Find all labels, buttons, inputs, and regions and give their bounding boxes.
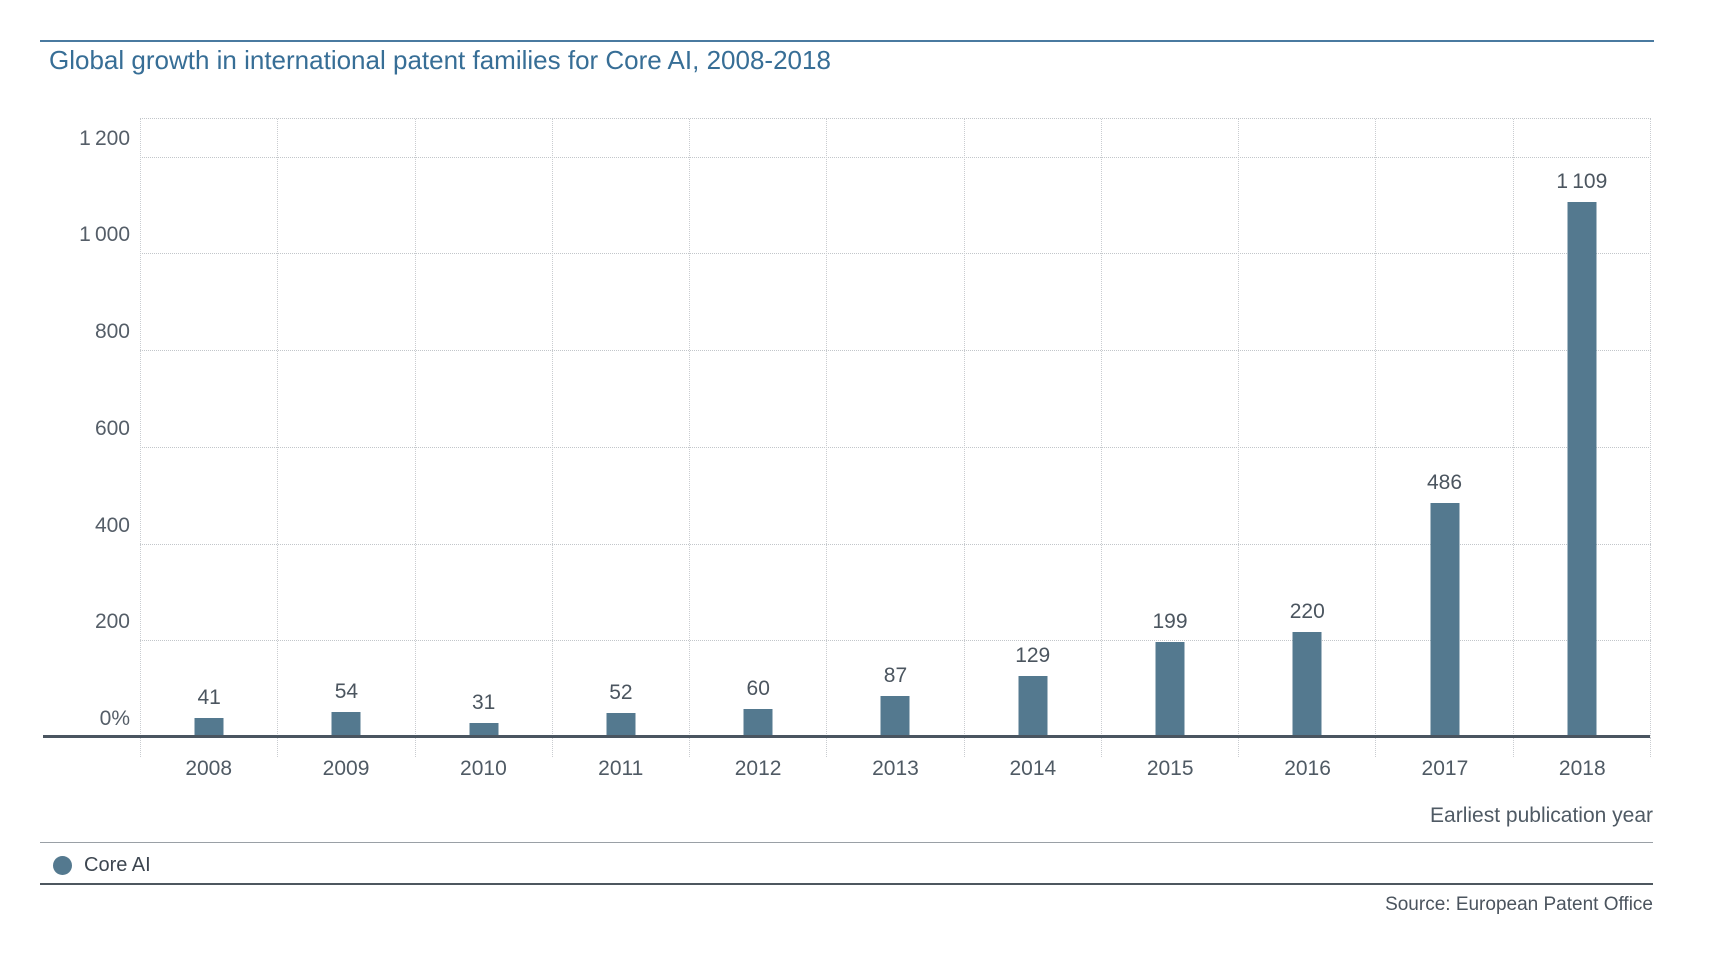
x-axis-label-2009: 2009: [322, 757, 370, 780]
x-tick-2009: [277, 738, 414, 757]
legend-divider-bottom: [40, 883, 1653, 885]
x-axis-line: [43, 735, 1650, 738]
x-axis-label-2016: 2016: [1284, 757, 1331, 780]
bar-2008: [194, 718, 224, 738]
x-tick-2015: [1100, 738, 1238, 757]
x-tick-2012: [689, 738, 826, 757]
column-2018: 1 109: [1512, 119, 1651, 738]
source-note: Source: European Patent Office: [1385, 894, 1653, 915]
column-2014: 129: [963, 119, 1101, 738]
chart-title: Global growth in international patent fa…: [49, 45, 831, 75]
x-tick-2013: [826, 738, 963, 757]
y-axis-label-1000: 1 000: [79, 223, 130, 247]
bar-2014: [1018, 675, 1048, 738]
bar-value-2016: 220: [1289, 599, 1325, 623]
legend-divider-top: [40, 842, 1653, 843]
bar-2011: [606, 712, 636, 738]
column-2017: 486: [1375, 119, 1512, 738]
legend-marker-core-ai: [53, 856, 72, 875]
x-tick-2017: [1375, 738, 1512, 757]
x-axis-title: Earliest publication year: [1430, 804, 1653, 827]
bar-value-2009: 54: [334, 679, 359, 703]
column-2011: 52: [551, 119, 689, 738]
x-axis-ticks: [140, 738, 1651, 757]
x-axis-label-2012: 2012: [734, 757, 782, 780]
y-gridline-600: [140, 446, 1651, 448]
x-tick-2018: [1512, 738, 1651, 757]
y-axis-label-600: 600: [94, 416, 130, 440]
x-axis-label-2011: 2011: [598, 757, 644, 780]
legend-label-core-ai: Core AI: [84, 854, 151, 876]
column-2013: 87: [826, 119, 963, 738]
y-axis-label-800: 800: [94, 320, 130, 344]
column-2008: 41: [140, 119, 277, 738]
bar-value-2011: 52: [609, 680, 633, 704]
x-axis-label-2014: 2014: [1009, 757, 1057, 780]
bar-2009: [331, 711, 361, 738]
plot-area: 41 54 31 52 60 87 129 199 220 486 1 109: [140, 118, 1651, 738]
x-tick-2008: [140, 738, 277, 757]
x-tick-2011: [551, 738, 689, 757]
column-2010: 31: [414, 119, 552, 738]
y-gridline-800: [140, 350, 1651, 352]
bar-value-2008: 41: [197, 686, 221, 710]
bar-value-2012: 60: [746, 676, 770, 700]
y-axis-label-400: 400: [94, 513, 130, 537]
bar-value-2018: 1 109: [1556, 169, 1608, 193]
y-axis-label-1200: 1 200: [79, 126, 130, 150]
bar-2013: [880, 695, 910, 738]
x-axis-label-2013: 2013: [872, 757, 919, 780]
bar-value-2015: 199: [1152, 609, 1188, 633]
x-axis-label-2010: 2010: [460, 757, 507, 780]
column-2012: 60: [689, 119, 826, 738]
x-axis-label-2008: 2008: [185, 757, 233, 780]
bar-2012: [743, 708, 773, 738]
bar-value-2014: 129: [1015, 643, 1051, 667]
column-2009: 54: [277, 119, 414, 738]
column-2015: 199: [1100, 119, 1238, 738]
y-axis-label-0: 0%: [99, 707, 130, 730]
bar-2018: [1567, 201, 1597, 738]
bar-2016: [1292, 631, 1322, 738]
bar-value-2017: 486: [1427, 470, 1463, 494]
x-axis-label-2015: 2015: [1146, 757, 1194, 780]
x-axis-labels: 2008 2009 2010 2011 2012 2013 2014 2015 2016 2017…: [140, 757, 1651, 781]
bar-2010: [469, 723, 499, 738]
y-gridline-200: [140, 640, 1651, 642]
x-axis-label-2017: 2017: [1421, 757, 1469, 780]
y-axis-label-200: 200: [94, 610, 130, 634]
bar-2015: [1155, 641, 1185, 738]
bar-value-2010: 31: [471, 691, 496, 715]
title-rule: [40, 40, 1654, 42]
bar-value-2013: 87: [883, 663, 908, 687]
y-gridline-1200: [140, 156, 1651, 158]
x-tick-2010: [414, 738, 552, 757]
y-gridline-1000: [140, 253, 1651, 255]
bar-2017: [1430, 502, 1460, 738]
x-tick-2014: [963, 738, 1101, 757]
x-tick-2016: [1238, 738, 1375, 757]
y-gridline-400: [140, 543, 1651, 545]
column-2016: 220: [1238, 119, 1375, 738]
x-axis-label-2018: 2018: [1558, 757, 1606, 780]
